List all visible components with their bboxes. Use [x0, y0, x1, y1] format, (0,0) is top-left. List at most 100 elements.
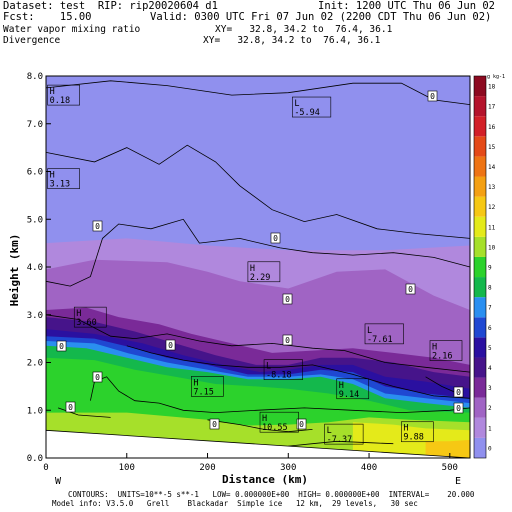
colorbar-swatch-6	[474, 317, 486, 338]
extremum-value: 3.13	[50, 180, 70, 190]
colorbar-label-1: 1	[488, 425, 492, 432]
colorbar-swatch-2	[474, 397, 486, 418]
extremum-l-5: L-7.61	[364, 323, 404, 345]
extremum-type: L	[367, 326, 372, 336]
y-tick-label-4: 4.0	[27, 263, 43, 273]
colorbar-swatch-14	[474, 156, 486, 177]
extremum-l-7: L-8.18	[263, 359, 303, 381]
extremum-box	[401, 421, 434, 443]
field2-xy: XY= 32.8, 34.2 to 76.4, 36.1	[203, 35, 381, 46]
colorbar-swatch-0	[474, 437, 486, 458]
contour-label-4: 0	[405, 283, 416, 295]
colorbar-label-0: 0	[488, 445, 492, 452]
contour-line-4	[126, 345, 471, 399]
extremum-box	[259, 411, 299, 433]
y-tick-label-2: 2.0	[27, 359, 43, 369]
svg-text:0: 0	[430, 92, 435, 101]
contour-label-13: 0	[453, 402, 464, 414]
svg-text:0: 0	[456, 388, 461, 397]
colorbar-swatch-11	[474, 216, 486, 237]
colorbar-label-11: 11	[488, 224, 496, 231]
y-tick-label-8: 8.0	[27, 72, 43, 82]
extremum-value: -5.94	[294, 108, 320, 118]
x-tick-label-5: 500	[442, 463, 458, 473]
field1-label: Water vapor mixing ratio	[3, 24, 141, 35]
valid-label: Valid: 0300 UTC Fri 07 Jun 02 (2200 CDT …	[150, 11, 492, 23]
y-tick-label-3: 3.0	[27, 311, 43, 321]
y-tick-label-5: 5.0	[27, 215, 43, 225]
extremum-h-12: H9.88	[401, 421, 434, 443]
colorbar-swatch-12	[474, 196, 486, 217]
extremum-value: 9.88	[403, 433, 423, 443]
x-tick-label-1: 100	[119, 463, 135, 473]
contour-label-5: 0	[56, 340, 67, 352]
colorbar-label-7: 7	[488, 305, 492, 312]
svg-text:0: 0	[285, 336, 290, 345]
extremum-h-2: H3.13	[47, 168, 80, 190]
colorbar-swatch-7	[474, 297, 486, 318]
extremum-box	[47, 168, 80, 189]
divergence-contours	[45, 80, 471, 447]
extremum-value: 3.60	[76, 318, 96, 328]
x-axis-label: Distance (km)	[222, 473, 308, 486]
colorbar-label-12: 12	[488, 204, 496, 211]
y-axis: 0.0 1.0 2.0 3.0 4.0 5.0 6.0 7.0 8.0	[27, 72, 51, 464]
svg-text:0: 0	[68, 403, 73, 412]
field2-label: Divergence	[3, 35, 61, 46]
x-tick-label-0: 0	[43, 463, 48, 473]
contour-line-8	[57, 407, 111, 418]
extremum-h-6: H2.16	[429, 340, 463, 362]
x-left-end-label: W	[55, 476, 62, 487]
extremum-type: H	[193, 378, 198, 388]
extremum-value: 9.14	[339, 390, 359, 400]
field1-xy: XY= 32.8, 34.2 to 76.4, 36.1	[215, 24, 393, 35]
contour-label-6: 0	[165, 339, 176, 351]
svg-text:0: 0	[273, 234, 278, 243]
dataset-label: Dataset: test RIP: rip20020604 d1	[3, 0, 218, 12]
extremum-type: H	[76, 309, 81, 319]
colorbar-frame	[473, 75, 487, 459]
contour-label-1: 0	[92, 220, 103, 232]
extremum-value: -7.61	[367, 335, 393, 345]
extremum-l-1: L-5.94	[292, 96, 332, 118]
extremum-type: L	[294, 99, 299, 109]
mixing-ratio-fill	[46, 76, 470, 458]
colorbar-label-6: 6	[488, 325, 492, 332]
x-tick-label-2: 200	[199, 463, 215, 473]
extremum-l-11: L-7.37	[324, 423, 364, 445]
contour-line-2	[45, 80, 471, 105]
extremum-value: -7.37	[327, 435, 353, 445]
colorbar-label-18: 18	[488, 84, 496, 91]
colorbar-label-16: 16	[488, 124, 496, 131]
contour-label-2: 0	[270, 232, 281, 244]
colorbar-label-2: 2	[488, 405, 492, 412]
contour-line-7	[288, 440, 394, 447]
colorbar-label-10: 10	[488, 244, 496, 251]
extremum-type: H	[262, 414, 267, 424]
colorbar-label-8: 8	[488, 285, 492, 292]
extrema-labels: H0.18 L-5.94H3.13H2.29H3.60L-7.61H2.16L-8…	[47, 84, 463, 445]
y-tick-label-0: 0.0	[27, 454, 43, 464]
colorbar-label-17: 17	[488, 104, 496, 111]
extremum-box	[336, 378, 370, 400]
colorbar-label-13: 13	[488, 184, 496, 191]
forecast-label: Fcst: 15.00	[3, 11, 92, 23]
colorbar-swatch-8	[474, 277, 486, 298]
y-tick-label-7: 7.0	[27, 120, 43, 130]
contour-line-1	[45, 144, 471, 239]
svg-text:0: 0	[168, 341, 173, 350]
x-right-end-label: E	[455, 476, 461, 487]
x-tick-label-4: 400	[361, 463, 377, 473]
contour-label-7: 0	[282, 334, 293, 346]
colorbar-swatch-1	[474, 417, 486, 438]
extremum-box	[429, 340, 463, 361]
colorbar-swatch-15	[474, 136, 486, 157]
colorbar-swatch-10	[474, 236, 486, 257]
contour-line-0	[45, 218, 471, 287]
y-tick-label-6: 6.0	[27, 168, 43, 178]
colorbar-swatch-18	[474, 76, 486, 97]
svg-text:0: 0	[95, 222, 100, 231]
svg-text:0: 0	[212, 420, 217, 429]
extremum-h-0: H0.18	[47, 84, 80, 106]
